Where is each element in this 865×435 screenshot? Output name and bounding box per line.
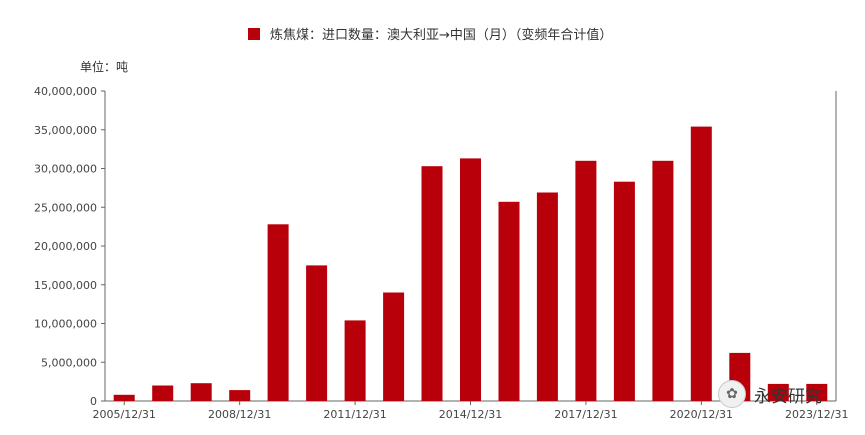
bar [229,390,251,401]
legend: 炼焦煤：进口数量：澳大利亚→中国（月）（变频年合计值） [248,24,612,43]
legend-label: 炼焦煤：进口数量：澳大利亚→中国（月）（变频年合计值） [270,28,613,43]
x-tick-label: 2020/12/31 [670,408,733,421]
bar [421,166,443,401]
bar [613,181,635,401]
y-tick-label: 30,000,000 [34,163,97,176]
watermark-text: 永安研究 [754,386,822,407]
y-tick-label: 40,000,000 [34,85,97,98]
y-tick-label: 20,000,000 [34,240,97,253]
x-tick-label: 2017/12/31 [554,408,617,421]
y-tick-label: 0 [90,395,97,408]
legend-swatch [248,27,260,40]
y-tick-label: 10,000,000 [34,318,97,331]
x-tick-label: 2008/12/31 [208,408,271,421]
bar [344,320,366,401]
wechat-icon: ✿ [718,380,746,408]
y-tick-label: 5,000,000 [41,356,97,369]
bar [690,126,712,401]
y-tick-label: 15,000,000 [34,279,97,292]
bar [383,292,405,401]
bar [498,201,520,401]
y-tick-label: 35,000,000 [34,124,97,137]
unit-label: 单位：吨 [80,60,129,74]
bar [267,224,289,401]
bar [152,385,174,401]
bar [652,160,674,402]
bar [806,383,828,401]
bar [306,265,328,401]
x-tick-label: 2023/12/31 [785,408,848,421]
bar [767,383,789,401]
bar [190,383,212,401]
bar [536,192,558,401]
x-tick-label: 2014/12/31 [439,408,502,421]
x-tick-label: 2005/12/31 [93,408,156,421]
bar [460,158,481,401]
y-tick-label: 25,000,000 [34,201,97,214]
bar [113,394,135,401]
bar [575,160,597,402]
watermark: ✿ 永安研究 [718,380,822,408]
x-tick-label: 2011/12/31 [323,408,386,421]
